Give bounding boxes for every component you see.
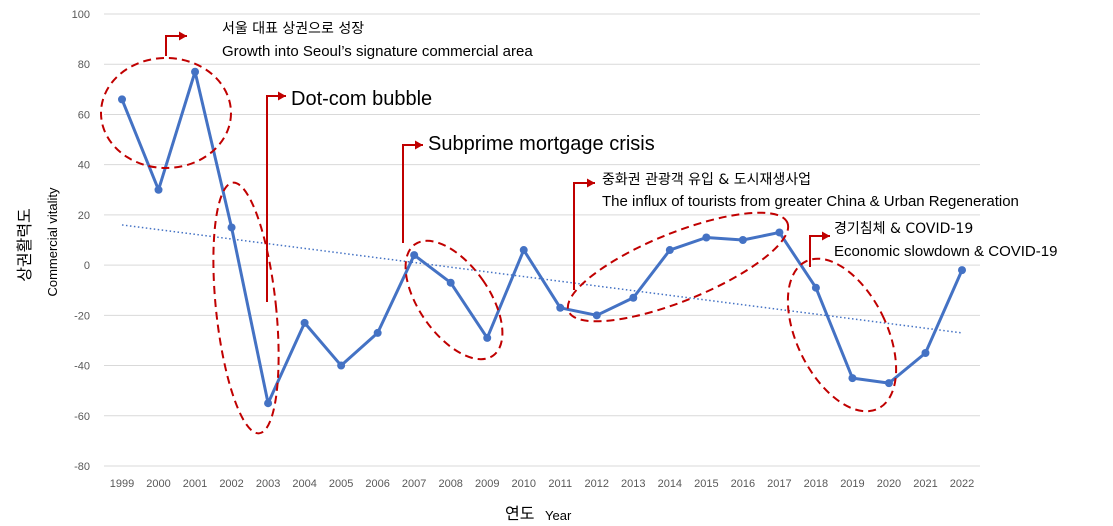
x-tick-label: 2002 <box>219 478 243 490</box>
annotation-ellipse-subprime <box>404 239 504 361</box>
y-tick-label: 100 <box>72 9 90 21</box>
x-tick-label: 2005 <box>329 478 353 490</box>
data-point <box>300 318 309 327</box>
trendline <box>121 224 963 334</box>
x-tick-label: 2010 <box>511 478 535 490</box>
x-tick-label: 2008 <box>438 478 462 490</box>
annotation-covid-en: Economic slowdown & COVID-19 <box>834 243 1057 260</box>
y-axis-title-ko: 상권활력도 <box>15 208 34 282</box>
x-tick-label: 2021 <box>913 478 937 490</box>
series-commercial-vitality <box>118 67 966 408</box>
data-point <box>884 379 893 388</box>
data-point <box>519 246 528 255</box>
y-axis-ticks: 100 80 60 40 20 0 -20 -40 -60 -80 <box>72 9 90 473</box>
annotation-arrow-seoul-head <box>179 31 187 41</box>
x-tick-label: 2004 <box>292 478 316 490</box>
data-point <box>629 293 638 302</box>
data-point <box>373 328 382 337</box>
annotation-covid-ko: 경기침체 & COVID-19 <box>834 221 973 237</box>
annotation-china-en: The influx of tourists from greater Chin… <box>602 193 1019 210</box>
data-point <box>410 251 419 260</box>
data-point <box>848 374 857 383</box>
data-point <box>483 333 492 342</box>
annotation-ellipse-covid <box>786 257 898 413</box>
data-point <box>592 311 601 320</box>
x-tick-label: 2017 <box>767 478 791 490</box>
x-tick-label: 2001 <box>183 478 207 490</box>
annotation-arrow-covid-line <box>809 235 830 267</box>
y-tick-label: -80 <box>74 461 90 473</box>
annotation-arrow-china-head <box>587 178 595 188</box>
y-tick-label: -60 <box>74 411 90 423</box>
x-tick-label: 2009 <box>475 478 499 490</box>
data-point <box>264 399 273 408</box>
annotation-ellipse-seoul <box>100 57 232 169</box>
annotation-arrow-subprime-head <box>415 140 423 150</box>
annotation-china-ko: 중화권 관광객 유입 & 도시재생사업 <box>602 172 811 188</box>
data-point <box>702 233 711 242</box>
annotation-seoul-en: Growth into Seoul’s signature commercial… <box>222 43 533 60</box>
annotation-arrow-china-line <box>573 182 595 290</box>
data-point <box>227 223 236 232</box>
y-tick-label: 40 <box>78 160 90 172</box>
x-axis-title-en: Year <box>545 508 572 523</box>
annotation-subprime: Subprime mortgage crisis <box>428 133 655 155</box>
x-tick-label: 2016 <box>731 478 755 490</box>
x-tick-label: 2022 <box>950 478 974 490</box>
series-line <box>120 70 964 405</box>
x-tick-label: 2006 <box>365 478 389 490</box>
data-point <box>154 185 163 194</box>
annotation-arrow-covid-head <box>822 231 830 241</box>
data-point <box>446 278 455 287</box>
y-tick-label: 60 <box>78 109 90 121</box>
annotation-ellipse-dotcom <box>212 181 280 435</box>
data-point <box>665 246 674 255</box>
x-tick-label: 2011 <box>548 478 572 490</box>
x-axis-title-ko: 연도 <box>505 504 534 523</box>
x-tick-label: 2015 <box>694 478 718 490</box>
x-tick-label: 2014 <box>658 478 682 490</box>
y-tick-label: 0 <box>84 260 90 272</box>
y-tick-label: -40 <box>74 361 90 373</box>
data-point <box>118 95 126 104</box>
x-tick-label: 2000 <box>146 478 170 490</box>
x-tick-label: 2018 <box>804 478 828 490</box>
x-tick-label: 2020 <box>877 478 901 490</box>
x-tick-label: 2019 <box>840 478 864 490</box>
annotation-dotcom: Dot-com bubble <box>291 88 432 110</box>
data-point <box>556 303 565 312</box>
y-tick-label: 80 <box>78 59 90 71</box>
data-point <box>958 266 966 275</box>
trendline-line <box>121 224 963 334</box>
annotation-seoul-ko: 서울 대표 상권으로 성장 <box>222 21 364 37</box>
y-tick-label: 20 <box>78 210 90 222</box>
x-tick-label: 2003 <box>256 478 280 490</box>
data-point <box>191 67 200 76</box>
data-point <box>811 283 820 292</box>
x-tick-label: 1999 <box>110 478 134 490</box>
y-axis-title-en: Commercial vitality <box>45 187 60 297</box>
annotation-arrow-dotcom-head <box>278 91 286 101</box>
data-point <box>738 236 747 244</box>
x-tick-label: 2013 <box>621 478 645 490</box>
x-axis-ticks: 1999 2000 2001 2002 2003 2004 2005 2006 2007 2008… <box>110 478 974 490</box>
data-point <box>921 349 930 357</box>
data-point <box>775 228 784 237</box>
annotation-arrow-dotcom-line <box>266 95 286 302</box>
x-tick-label: 2007 <box>402 478 426 490</box>
annotation-ellipse-china <box>566 211 790 323</box>
annotations <box>100 31 898 435</box>
annotation-arrow-subprime-line <box>402 144 423 243</box>
y-tick-label: -20 <box>74 310 90 322</box>
data-point <box>337 361 346 370</box>
x-tick-label: 2012 <box>585 478 609 490</box>
annotation-arrow-seoul-line <box>165 35 187 56</box>
